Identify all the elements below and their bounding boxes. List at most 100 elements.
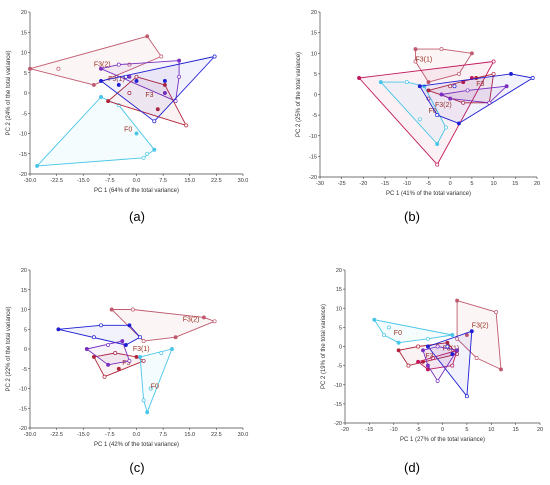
group-f0: F0 [35,95,157,168]
y-tick-label: -5 [312,113,317,119]
y-tick-label: -20 [334,421,342,427]
data-point [450,352,455,357]
data-point [184,123,189,128]
x-axis-title: PC 1 (42% of the total variance) [94,442,179,448]
data-point [426,88,431,93]
data-point [116,82,121,87]
data-point [173,335,178,340]
x-tick-label: 15.0 [184,178,195,184]
y-tick-label: 10 [21,308,27,314]
data-point [116,62,121,67]
data-point [102,374,107,379]
y-tick-label: 10 [311,51,317,57]
group-f3-2-: F3(2) [455,298,503,372]
y-tick-label: 20 [311,10,317,16]
data-point [439,92,444,97]
data-point [113,351,118,355]
x-tick-label: 0 [441,427,444,433]
data-point [152,147,157,152]
group-label: F0 [124,127,132,134]
data-point [382,333,386,337]
group-outline [456,300,502,370]
group-series-5 [421,344,460,383]
data-point [162,91,167,95]
data-point [509,71,513,76]
group-f3-1-: F3(1) [99,58,182,104]
x-tick-label: 7.5 [159,178,167,184]
group-label: F3(1) [108,76,125,83]
x-tick-label: 15 [513,427,519,433]
group-label: F3 [145,92,153,99]
data-point [127,358,132,363]
data-point [452,84,457,89]
data-point [435,142,440,146]
data-point [212,54,217,59]
x-tick-label: 15.0 [184,432,195,438]
y-tick-label: 0 [24,91,27,97]
data-point [425,336,430,341]
x-tick-label: -30.0 [24,178,37,184]
data-point [425,367,430,372]
data-point [435,344,440,349]
x-tick-label: -20 [341,427,349,433]
data-point [435,162,440,167]
data-point [378,80,383,85]
x-tick-label: -15.0 [77,178,90,184]
data-point [145,151,150,156]
data-point [152,119,157,124]
y-tick-label: 5 [314,72,317,78]
group-label: F3(2) [435,102,452,109]
data-point [173,99,178,104]
data-point [134,74,139,79]
group-label: F3(2) [94,62,111,69]
group-label: F3(2) [472,322,489,329]
data-point [445,340,450,345]
data-point [109,307,114,312]
data-point [84,347,89,351]
data-point [127,91,132,95]
x-tick-label: -20 [359,181,367,187]
data-point [435,113,440,118]
x-tick-label: 5 [465,427,468,433]
group-outline [100,60,180,102]
y-tick-label: 15 [311,31,317,37]
data-point [530,76,535,80]
data-point [464,333,469,337]
data-point [141,339,146,344]
x-tick-label: 15 [512,181,518,187]
panel-caption-a: (a) [129,209,145,224]
data-point [372,317,377,322]
data-point [170,347,174,351]
group-f3: F3 [91,351,146,379]
y-tick-label: 5 [339,325,342,331]
y-tick-label: -10 [334,383,342,389]
data-point [106,362,111,367]
y-tick-label: 5 [24,71,27,77]
data-point [416,344,421,349]
y-tick-label: 0 [314,93,317,99]
data-point [396,340,401,345]
x-tick-label: 0.0 [133,432,141,438]
data-point [56,327,61,332]
panel-c-scatter-plot: -30.0 -22.5 -15.0 -7.5 0.0 7.5 15.0 22.5 30.0 20 1… [6,268,248,475]
data-point [417,84,422,89]
data-point [425,363,430,368]
data-point [201,315,206,320]
data-point [461,100,466,105]
data-point [91,335,96,340]
data-point [212,319,217,324]
data-point [141,358,146,363]
x-tick-label: 30.0 [238,178,249,184]
x-tick-label: 5 [470,181,473,187]
x-tick-label: -10 [403,181,411,187]
data-point [491,71,496,76]
group-label: F3 [122,360,130,367]
x-tick-label: -10 [390,427,398,433]
data-point [141,398,146,403]
data-point [357,76,362,80]
group-outline [380,81,447,145]
x-tick-label: -7.5 [105,432,114,438]
data-point [413,59,418,64]
y-tick-label: 10 [336,306,342,312]
